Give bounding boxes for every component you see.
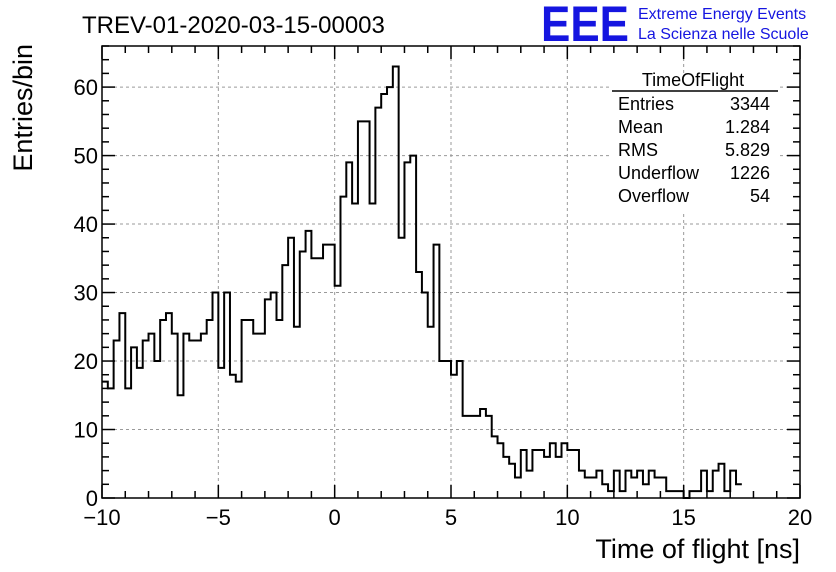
stats-row-label: Overflow: [618, 186, 690, 206]
y-tick-label: 30: [74, 281, 98, 306]
x-axis-title: Time of flight [ns]: [595, 534, 800, 564]
stats-row-label: RMS: [618, 140, 658, 160]
stats-row-label: Underflow: [618, 163, 700, 183]
stats-title: TimeOfFlight: [642, 70, 744, 90]
x-tick-label: −5: [206, 505, 231, 530]
x-tick-label: 20: [788, 505, 812, 530]
y-tick-label: 0: [86, 486, 98, 511]
stats-box-background: [612, 73, 778, 213]
y-tick-label: 10: [74, 418, 98, 443]
y-tick-label: 40: [74, 212, 98, 237]
y-tick-labels: 0 10 20 30 40 50 60: [74, 75, 98, 511]
chart-title: TREV-01-2020-03-15-00003: [82, 12, 385, 39]
x-tick-labels: −10 −5 0 5 10 15 20: [83, 505, 812, 530]
stats-row-value: 5.829: [725, 140, 770, 160]
x-tick-label: 0: [329, 505, 341, 530]
stats-row-label: Mean: [618, 117, 663, 137]
x-tick-label: 10: [555, 505, 579, 530]
x-tick-label: 5: [445, 505, 457, 530]
x-tick-label: −10: [83, 505, 120, 530]
logo-line-1: Extreme Energy Events: [638, 6, 806, 23]
y-tick-label: 20: [74, 349, 98, 374]
eee-logo-mark: EEE: [541, 0, 629, 52]
y-axis-title: Entries/bin: [8, 44, 38, 172]
stats-row-value: 1226: [730, 163, 770, 183]
histogram-line: [102, 65, 742, 499]
y-tick-label: 60: [74, 75, 98, 100]
stats-box: TimeOfFlight Entries 3344 Mean 1.284 RMS 5.82…: [612, 70, 778, 213]
logo-line-2: La Scienza nelle Scuole: [638, 26, 809, 43]
stats-row-label: Entries: [618, 94, 674, 114]
y-tick-label: 50: [74, 144, 98, 169]
x-tick-label: 15: [671, 505, 695, 530]
stats-rows: Entries 3344 Mean 1.284 RMS 5.829 Underflow 122…: [618, 94, 770, 206]
stats-row-value: 54: [750, 186, 770, 206]
stats-row-value: 1.284: [725, 117, 770, 137]
plot-frame: [101, 45, 801, 499]
stats-row-value: 3344: [730, 94, 770, 114]
